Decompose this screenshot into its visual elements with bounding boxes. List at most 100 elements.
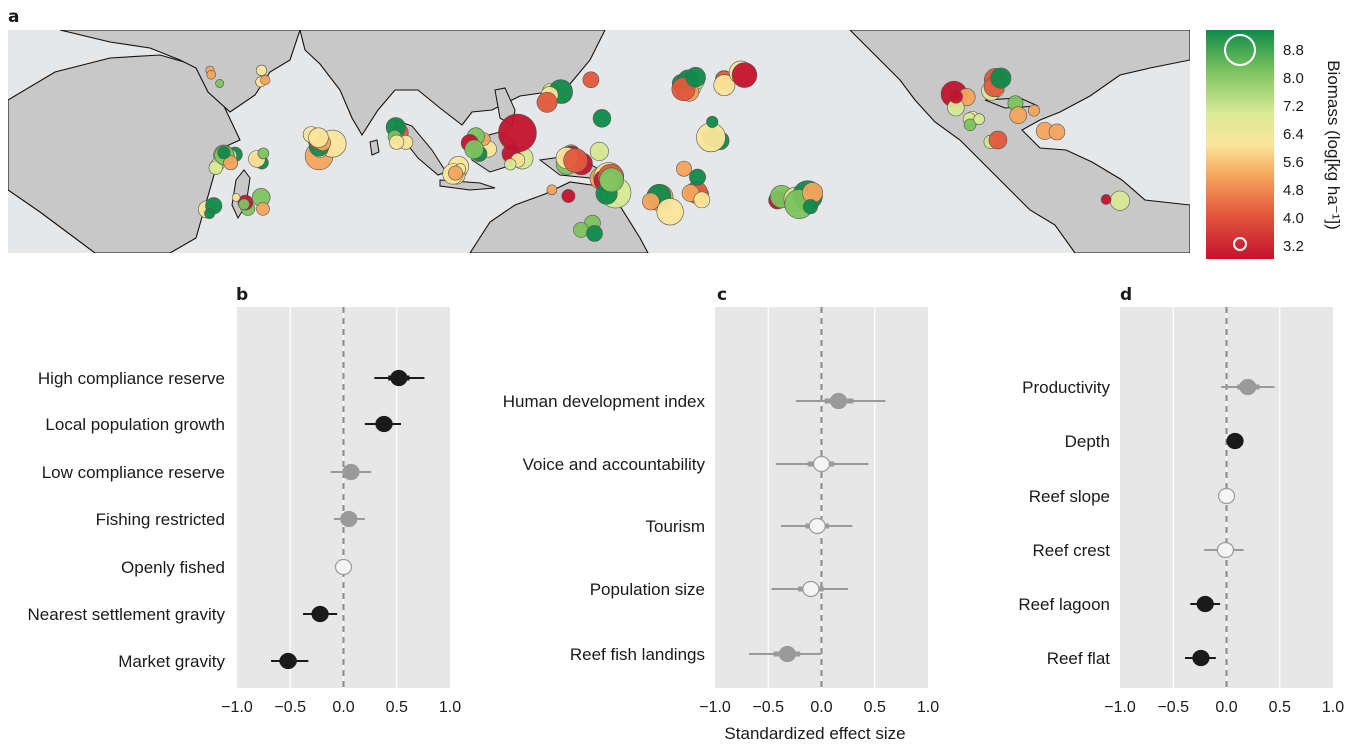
colorbar: 8.8 8.0 7.2 6.4 5.6 4.8 4.0 3.2 Biomass (log[kg… <box>1206 30 1343 259</box>
colorbar-tick-label: 6.4 <box>1283 126 1304 143</box>
colorbar-tick-label: 7.2 <box>1283 98 1304 115</box>
map-site-marker <box>693 191 711 209</box>
panel-a-letter: a <box>8 7 19 27</box>
colorbar-tick-label: 4.0 <box>1283 210 1304 227</box>
map-site-marker <box>504 158 517 171</box>
map-site-marker <box>215 79 225 88</box>
category-label: Openly fished <box>121 558 225 577</box>
map-site-marker <box>238 198 250 211</box>
x-tick-label: 1.0 <box>1322 699 1344 716</box>
map-site-marker <box>676 160 692 177</box>
map-site-marker <box>546 184 558 196</box>
map-site-marker <box>685 67 706 88</box>
colorbar-large-circle <box>1224 34 1256 66</box>
x-axis-title: Standardized effect size <box>724 724 905 743</box>
category-label: Reef slope <box>1029 487 1110 506</box>
x-tick-label: −1.0 <box>699 699 731 716</box>
map-site-marker <box>206 69 217 80</box>
point-estimate <box>1192 649 1210 667</box>
x-tick-label: 0.0 <box>332 699 354 716</box>
point-estimate <box>829 392 848 410</box>
map-site-marker <box>231 193 241 202</box>
panel-d-letter: d <box>1120 285 1132 305</box>
point-estimate <box>1217 487 1236 505</box>
category-label: High compliance reserve <box>38 369 225 388</box>
point-estimate <box>802 580 820 598</box>
point-estimate <box>334 558 353 576</box>
category-label: Productivity <box>1022 378 1110 397</box>
category-label: Human development index <box>503 392 706 411</box>
land-arabia <box>59 30 301 113</box>
map-site-marker <box>802 199 818 215</box>
point-estimate <box>390 369 408 387</box>
point-estimate <box>1196 595 1214 613</box>
map-site-marker <box>988 130 1008 150</box>
colorbar-tick-label: 8.8 <box>1283 42 1304 59</box>
forest-plot-b: −1.0 −0.5 0.0 0.5 1.0 High compliance reserve… <box>28 307 461 716</box>
map-site-marker <box>204 208 215 219</box>
map-site-marker <box>973 113 985 125</box>
x-tick-label: 0.0 <box>810 699 832 716</box>
category-label: Reef crest <box>1033 541 1111 560</box>
category-label: Market gravity <box>118 652 225 671</box>
point-estimate <box>1216 541 1235 559</box>
point-estimate <box>812 455 831 473</box>
category-label: Local population growth <box>45 415 225 434</box>
map-site-marker <box>963 118 977 131</box>
map-panel-a <box>8 30 1190 253</box>
point-estimate <box>808 517 826 535</box>
map-site-marker <box>656 198 684 226</box>
x-tick-label: 0.0 <box>1215 699 1237 716</box>
category-label: Low compliance reserve <box>42 463 225 482</box>
map-site-marker <box>255 64 268 76</box>
map-site-marker <box>498 113 537 153</box>
map-site-marker <box>589 141 609 161</box>
category-label: Voice and accountability <box>523 455 706 474</box>
category-label: Reef lagoon <box>1018 595 1110 614</box>
map-site-marker <box>464 139 484 160</box>
map-site-marker <box>536 91 558 113</box>
map-site-marker <box>308 127 329 148</box>
point-estimate <box>311 605 329 623</box>
map-site-marker <box>599 167 624 193</box>
map-site-marker <box>563 148 588 173</box>
map-site-marker <box>389 134 405 150</box>
map-site-marker <box>1100 194 1112 205</box>
panel-c-letter: c <box>717 285 727 305</box>
point-estimate <box>279 652 297 670</box>
x-tick-label: 0.5 <box>1269 699 1291 716</box>
map-site-marker <box>257 147 270 160</box>
category-label: Reef fish landings <box>570 645 705 664</box>
x-tick-label: −0.5 <box>1157 699 1189 716</box>
map-site-marker <box>448 165 463 181</box>
point-estimate <box>778 645 797 663</box>
map-site-marker <box>642 192 660 211</box>
colorbar-tick-label: 4.8 <box>1283 182 1304 199</box>
map-site-marker <box>706 115 719 128</box>
colorbar-title: Biomass (log[kg ha⁻¹]) <box>1324 60 1343 230</box>
colorbar-gradient <box>1206 30 1274 259</box>
map-site-marker <box>586 225 603 242</box>
category-label: Reef flat <box>1047 649 1111 668</box>
map-site-marker <box>949 89 963 104</box>
map-site-marker <box>1009 106 1028 124</box>
x-tick-label: −0.5 <box>752 699 784 716</box>
forest-plot-d: −1.0 −0.5 0.0 0.5 1.0 Productivity Depth Reef s… <box>1018 307 1344 716</box>
map-sites <box>198 60 1130 242</box>
category-label: Tourism <box>645 517 705 536</box>
point-estimate <box>342 463 360 481</box>
map-site-marker <box>561 189 576 203</box>
x-tick-label: 0.5 <box>386 699 408 716</box>
x-tick-label: 0.5 <box>864 699 886 716</box>
panel-b-letter: b <box>236 285 248 305</box>
category-label: Fishing restricted <box>96 510 225 529</box>
map-site-marker <box>582 71 600 89</box>
map-site-marker <box>1048 123 1066 141</box>
forest-plot-c: −1.0 −0.5 0.0 0.5 1.0 Human development index… <box>503 307 939 716</box>
x-tick-label: −1.0 <box>1104 699 1136 716</box>
x-tick-label: −1.0 <box>221 699 253 716</box>
x-tick-label: 1.0 <box>439 699 461 716</box>
point-estimate <box>1239 378 1257 396</box>
point-estimate <box>1226 432 1244 450</box>
colorbar-ticks: 8.8 8.0 7.2 6.4 5.6 4.8 4.0 3.2 <box>1283 42 1304 255</box>
